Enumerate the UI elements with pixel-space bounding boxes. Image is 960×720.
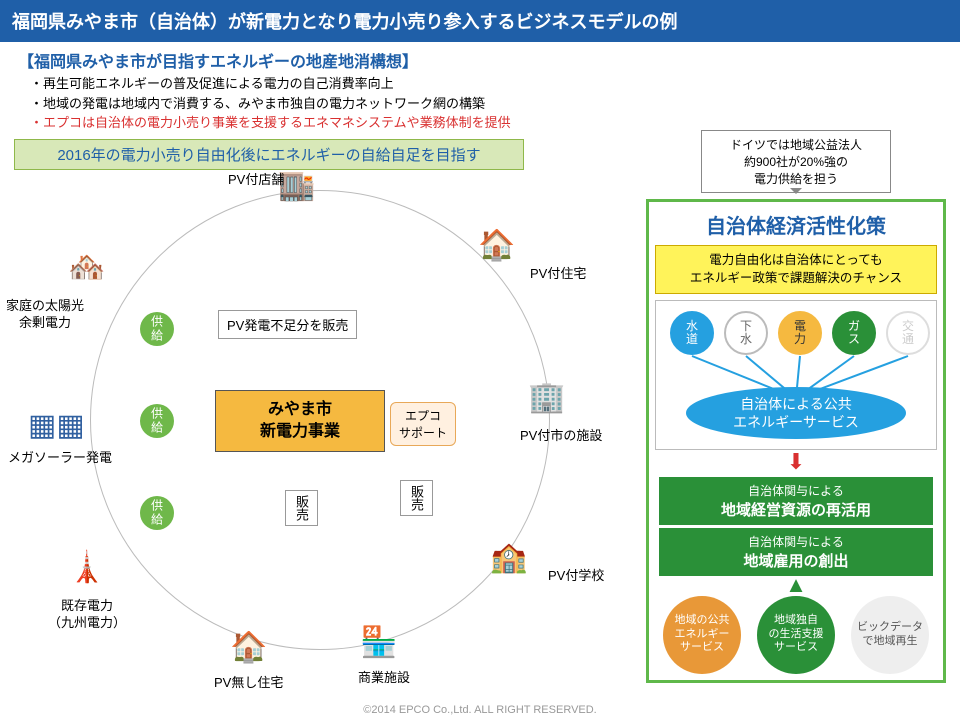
pvhouse-icon: 🏠 xyxy=(478,228,515,263)
pvfacility-label: PV付市の施設 xyxy=(520,428,602,445)
bullets: ・再生可能エネルギーの普及促進による電力の自己消費率向上 ・地域の発電は地域内で… xyxy=(0,74,960,133)
bullet-1: ・再生可能エネルギーの普及促進による電力の自己消費率向上 xyxy=(30,74,930,94)
nopvhouse-label: PV無し住宅 xyxy=(214,675,283,692)
up-arrow: ▲ xyxy=(655,579,937,590)
supply-3: 供給 xyxy=(140,496,174,530)
rp-bottom: 地域の公共 エネルギー サービス地域独自 の生活支援 サービスビックデータ で地… xyxy=(655,590,937,674)
supply-1: 供給 xyxy=(140,312,174,346)
commercial-label: 商業施設 xyxy=(358,670,410,687)
right-panel: ドイツでは地域公益法人 約900社が20%強の 電力供給を担う 自治体経済活性化… xyxy=(646,130,946,683)
down-arrow-1: ⬇ xyxy=(655,450,937,474)
rp-green-2-small: 自治体関与による xyxy=(663,533,929,550)
megasolar-label: メガソーラー発電 xyxy=(8,450,112,467)
sell-shortage-box: PV発電不足分を販売 xyxy=(218,310,357,339)
bullet-2: ・地域の発電は地域内で消費する、みやま市独自の電力ネットワーク網の構築 xyxy=(30,94,930,114)
rp-services: 水道下水電力ガス交通 自治体による公共 エネルギーサービス xyxy=(655,300,937,450)
pvschool-label: PV付学校 xyxy=(548,568,604,585)
svc-2: 電力 xyxy=(778,311,822,355)
title-bar: 福岡県みやま市（自治体）が新電力となり電力小売り参入するビジネスモデルの例 xyxy=(0,0,960,42)
rp-bottom-0: 地域の公共 エネルギー サービス xyxy=(663,596,741,674)
surplus-label: 家庭の太陽光 余剰電力 xyxy=(6,298,84,332)
rp-frame: 自治体経済活性化策 電力自由化は自治体にとっても エネルギー政策で課題解決のチャ… xyxy=(646,199,946,683)
footer: ©2014 EPCO Co.,Ltd. ALL RIGHT RESERVED. xyxy=(0,704,960,716)
rp-green-1-big: 地域経営資源の再活用 xyxy=(663,499,929,520)
megasolar-icon: ▦▦ xyxy=(28,408,85,443)
pvschool-icon: 🏫 xyxy=(490,540,527,575)
rp-bottom-2: ビックデータ で地域再生 xyxy=(851,596,929,674)
center-box: みやま市 新電力事業 xyxy=(215,390,385,452)
rp-title: 自治体経済活性化策 xyxy=(655,208,937,245)
rp-green-2: 自治体関与による 地域雇用の創出 xyxy=(659,528,933,576)
rp-bottom-1: 地域独自 の生活支援 サービス xyxy=(757,596,835,674)
rp-green-1-small: 自治体関与による xyxy=(663,482,929,499)
sell-1: 販売 xyxy=(285,490,318,526)
svc-3: ガス xyxy=(832,311,876,355)
pvhouse-label: PV付住宅 xyxy=(530,266,586,283)
svc-0: 水道 xyxy=(670,311,714,355)
rp-green-2-big: 地域雇用の創出 xyxy=(663,550,929,571)
rp-green-1: 自治体関与による 地域経営資源の再活用 xyxy=(659,477,933,525)
diagram-area: 🏬 PV付店舗 🏠 PV付住宅 🏢 PV付市の施設 🏫 PV付学校 🏪 商業施設… xyxy=(0,170,640,690)
epco-callout: エプコ サポート xyxy=(390,402,456,446)
germany-note: ドイツでは地域公益法人 約900社が20%強の 電力供給を担う xyxy=(701,130,891,193)
public-service-ellipse: 自治体による公共 エネルギーサービス xyxy=(686,387,906,439)
pvfacility-icon: 🏢 xyxy=(528,380,565,415)
subtitle: 【福岡県みやま市が目指すエネルギーの地産地消構想】 xyxy=(0,42,960,74)
green-banner: 2016年の電力小売り自由化後にエネルギーの自給自足を目指す xyxy=(14,139,524,170)
existing-label: 既存電力 （九州電力） xyxy=(48,598,126,632)
supply-2: 供給 xyxy=(140,404,174,438)
pvshop-label: PV付店舗 xyxy=(228,172,284,189)
existing-icon: 🗼 xyxy=(68,550,105,585)
svc-4: 交通 xyxy=(886,311,930,355)
svc-1: 下水 xyxy=(724,311,768,355)
commercial-icon: 🏪 xyxy=(360,625,397,660)
nopvhouse-icon: 🏠 xyxy=(230,630,267,665)
surplus-icon: 🏘️ xyxy=(68,250,105,285)
rp-yellow: 電力自由化は自治体にとっても エネルギー政策で課題解決のチャンス xyxy=(655,245,937,294)
sell-2: 販売 xyxy=(400,480,433,516)
